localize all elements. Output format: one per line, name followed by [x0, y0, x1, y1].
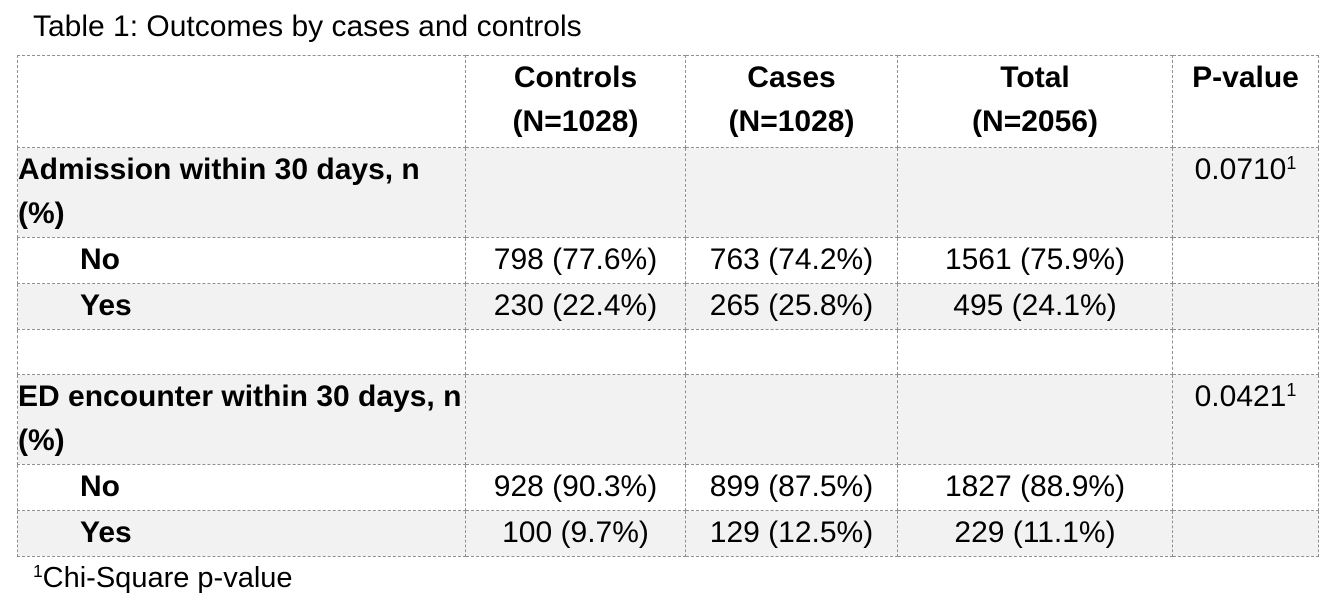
cell-controls: [465, 329, 686, 375]
cell-total: 229 (11.1%): [897, 510, 1173, 557]
cell-pvalue: [1172, 283, 1319, 330]
column-header-label: Controls: [513, 61, 638, 94]
table-row-admission-no: No 798 (77.6%) 763 (74.2%) 1561 (75.9%): [17, 237, 1319, 284]
cell-total: [897, 147, 1173, 238]
row-label: Yes: [17, 510, 466, 557]
column-header-blank: [17, 55, 466, 148]
row-label: No: [17, 237, 466, 284]
column-header-label: P-value: [1192, 61, 1299, 94]
cell-controls: [465, 147, 686, 238]
pvalue-footnote-marker: 1: [1286, 153, 1297, 174]
footnote-text: Chi-Square p-value: [42, 562, 293, 594]
cell-cases: 899 (87.5%): [685, 464, 898, 511]
column-header-sublabel: (N=1028): [728, 105, 855, 138]
cell-controls: 798 (77.6%): [465, 237, 686, 284]
cell-total: 1561 (75.9%): [897, 237, 1173, 284]
cell-cases: [685, 374, 898, 465]
cell-cases: 265 (25.8%): [685, 283, 898, 330]
cell-cases: 129 (12.5%): [685, 510, 898, 557]
outcomes-table: Controls (N=1028) Cases (N=1028) Total (…: [17, 55, 1319, 557]
pvalue-footnote-marker: 1: [1286, 380, 1297, 401]
cell-pvalue: [1172, 510, 1319, 557]
table-footnote: 1Chi-Square p-value: [33, 562, 293, 595]
row-label: Yes: [17, 283, 466, 330]
column-header-sublabel: (N=2056): [972, 105, 1098, 138]
cell-pvalue: [1172, 237, 1319, 284]
column-header-controls: Controls (N=1028): [465, 55, 686, 148]
cell-pvalue: 0.07101: [1172, 147, 1319, 238]
row-label: ED encounter within 30 days, n (%): [17, 374, 466, 465]
cell-total: [897, 329, 1173, 375]
row-label: No: [17, 464, 466, 511]
column-header-label: Total: [1000, 61, 1070, 94]
pvalue-text: 0.0710: [1194, 153, 1287, 186]
cell-total: 495 (24.1%): [897, 283, 1173, 330]
cell-controls: [465, 374, 686, 465]
table-row-ed-yes: Yes 100 (9.7%) 129 (12.5%) 229 (11.1%): [17, 510, 1319, 557]
cell-total: 1827 (88.9%): [897, 464, 1173, 511]
table-row-admission-section: Admission within 30 days, n (%) 0.07101: [17, 147, 1319, 238]
cell-pvalue: 0.04211: [1172, 374, 1319, 465]
cell-cases: [685, 147, 898, 238]
table-row-ed-section: ED encounter within 30 days, n (%) 0.042…: [17, 374, 1319, 465]
column-header-pvalue: P-value: [1172, 55, 1319, 148]
cell-controls: 100 (9.7%): [465, 510, 686, 557]
row-label: Admission within 30 days, n (%): [17, 147, 466, 238]
cell-cases: 763 (74.2%): [685, 237, 898, 284]
column-header-cases: Cases (N=1028): [685, 55, 898, 148]
cell-controls: 928 (90.3%): [465, 464, 686, 511]
footnote-marker: 1: [33, 561, 43, 582]
row-label: [17, 329, 466, 375]
column-header-sublabel: (N=1028): [512, 105, 639, 138]
header-row: Controls (N=1028) Cases (N=1028) Total (…: [17, 55, 1319, 148]
cell-total: [897, 374, 1173, 465]
cell-pvalue: [1172, 464, 1319, 511]
pvalue-text: 0.0421: [1194, 380, 1287, 413]
column-header-label: Cases: [747, 61, 836, 94]
table-row-spacer: [17, 329, 1319, 375]
cell-cases: [685, 329, 898, 375]
table-row-admission-yes: Yes 230 (22.4%) 265 (25.8%) 495 (24.1%): [17, 283, 1319, 330]
cell-pvalue: [1172, 329, 1319, 375]
table-row-ed-no: No 928 (90.3%) 899 (87.5%) 1827 (88.9%): [17, 464, 1319, 511]
column-header-total: Total (N=2056): [897, 55, 1173, 148]
cell-controls: 230 (22.4%): [465, 283, 686, 330]
page-title: Table 1: Outcomes by cases and controls: [33, 10, 582, 43]
